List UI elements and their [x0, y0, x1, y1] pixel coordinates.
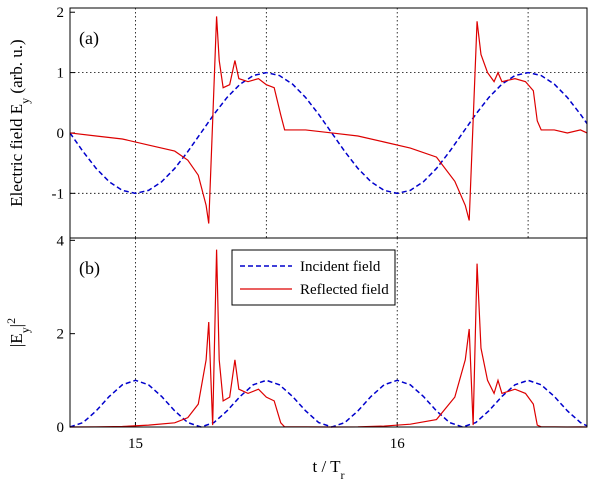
- data-line: [69, 379, 588, 428]
- y-axis-label-part: 2: [4, 318, 18, 324]
- y-tick-label: 0: [57, 420, 65, 436]
- plot-frame: [69, 7, 588, 239]
- y-axis-label-part: Electric field E: [7, 104, 26, 207]
- y-tick-label: 2: [57, 5, 65, 21]
- y-tick-label: -1: [52, 186, 65, 202]
- y-axis-label: |Ey|2: [4, 318, 32, 347]
- data-line: [69, 16, 588, 224]
- panel-label: (b): [79, 258, 100, 279]
- legend-box: [231, 249, 396, 306]
- x-axis-label-part: r: [341, 468, 345, 482]
- x-tick-label: 16: [390, 436, 406, 452]
- y-axis-label-part: (arb. u.): [7, 39, 26, 98]
- x-tick-label: 15: [128, 436, 143, 452]
- legend-label: Reflected field: [300, 282, 389, 298]
- y-tick-label: 1: [57, 66, 65, 82]
- y-tick-label: 2: [57, 327, 65, 343]
- y-tick-label: 4: [57, 233, 65, 249]
- y-axis-label: Electric field Ey (arb. u.): [7, 39, 32, 206]
- y-axis-label-part: |E: [7, 333, 26, 347]
- data-line: [69, 71, 588, 195]
- y-tick-label: 0: [57, 126, 65, 142]
- legend-label: Incident field: [300, 259, 381, 275]
- y-axis-label-part: |: [7, 324, 26, 327]
- y-axis-label-part: y: [18, 98, 32, 104]
- plot-frame: [69, 237, 588, 428]
- x-axis-label-part: t / T: [312, 457, 341, 476]
- panel-label: (a): [79, 28, 99, 49]
- y-axis-label-part: y: [18, 327, 32, 333]
- x-axis-label: t / Tr: [312, 457, 344, 482]
